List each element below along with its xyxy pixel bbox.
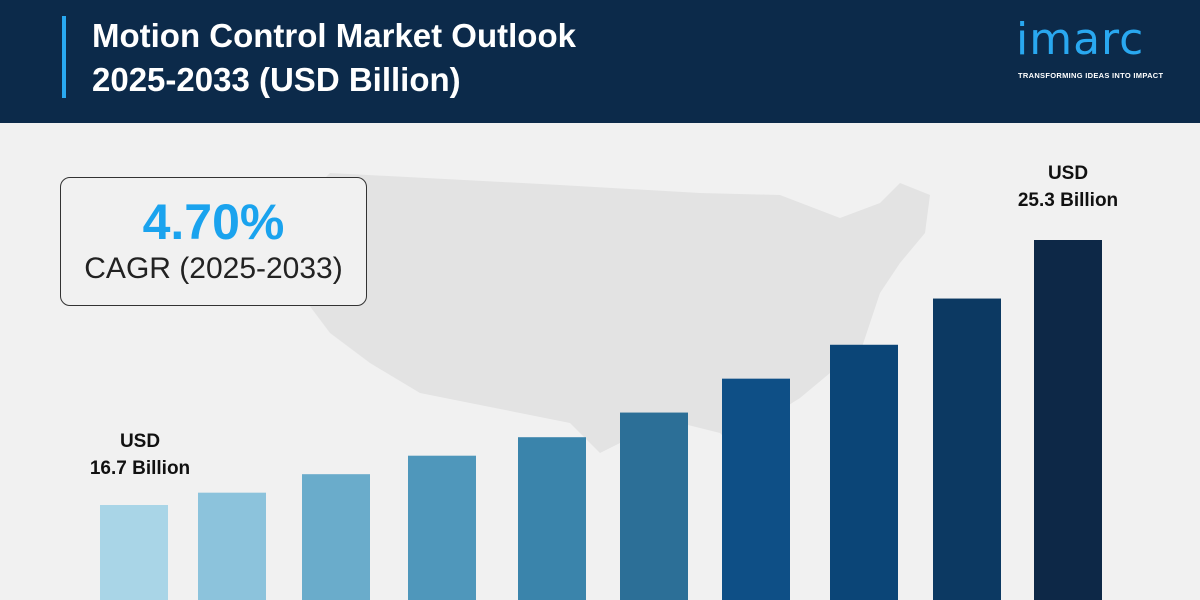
- title-line-2: 2025-2033 (USD Billion): [92, 61, 461, 98]
- bar-2: [302, 474, 370, 600]
- title-accent-bar: [62, 16, 66, 98]
- header: Motion Control Market Outlook 2025-2033 …: [0, 0, 1200, 123]
- bar-5: [620, 412, 688, 600]
- start-label-line1: USD: [119, 431, 161, 452]
- bar-6: [722, 378, 790, 600]
- title-line-1: Motion Control Market Outlook: [92, 17, 576, 54]
- logo-tagline: TRANSFORMING IDEAS INTO IMPACT: [1018, 71, 1164, 80]
- start-value-label: USD 16.7 Billion: [60, 428, 220, 482]
- bar-8: [933, 298, 1001, 600]
- bar-0: [100, 505, 168, 600]
- page-title: Motion Control Market Outlook 2025-2033 …: [92, 14, 576, 102]
- end-label-line2: 25.3 Billion: [1017, 190, 1119, 211]
- bar-7: [830, 344, 898, 600]
- end-label-line1: USD: [1047, 163, 1089, 184]
- bar-4: [518, 437, 586, 600]
- end-value-label: USD 25.3 Billion: [988, 160, 1148, 214]
- start-label-line2: 16.7 Billion: [89, 458, 191, 479]
- imarc-logo: imarc: [1016, 14, 1145, 65]
- cagr-box: 4.70% CAGR (2025-2033): [60, 177, 367, 306]
- cagr-label: CAGR (2025-2033): [84, 252, 343, 285]
- bar-1: [198, 492, 266, 600]
- bar-3: [408, 455, 476, 600]
- cagr-value: 4.70%: [142, 194, 285, 250]
- bar-9: [1034, 240, 1102, 600]
